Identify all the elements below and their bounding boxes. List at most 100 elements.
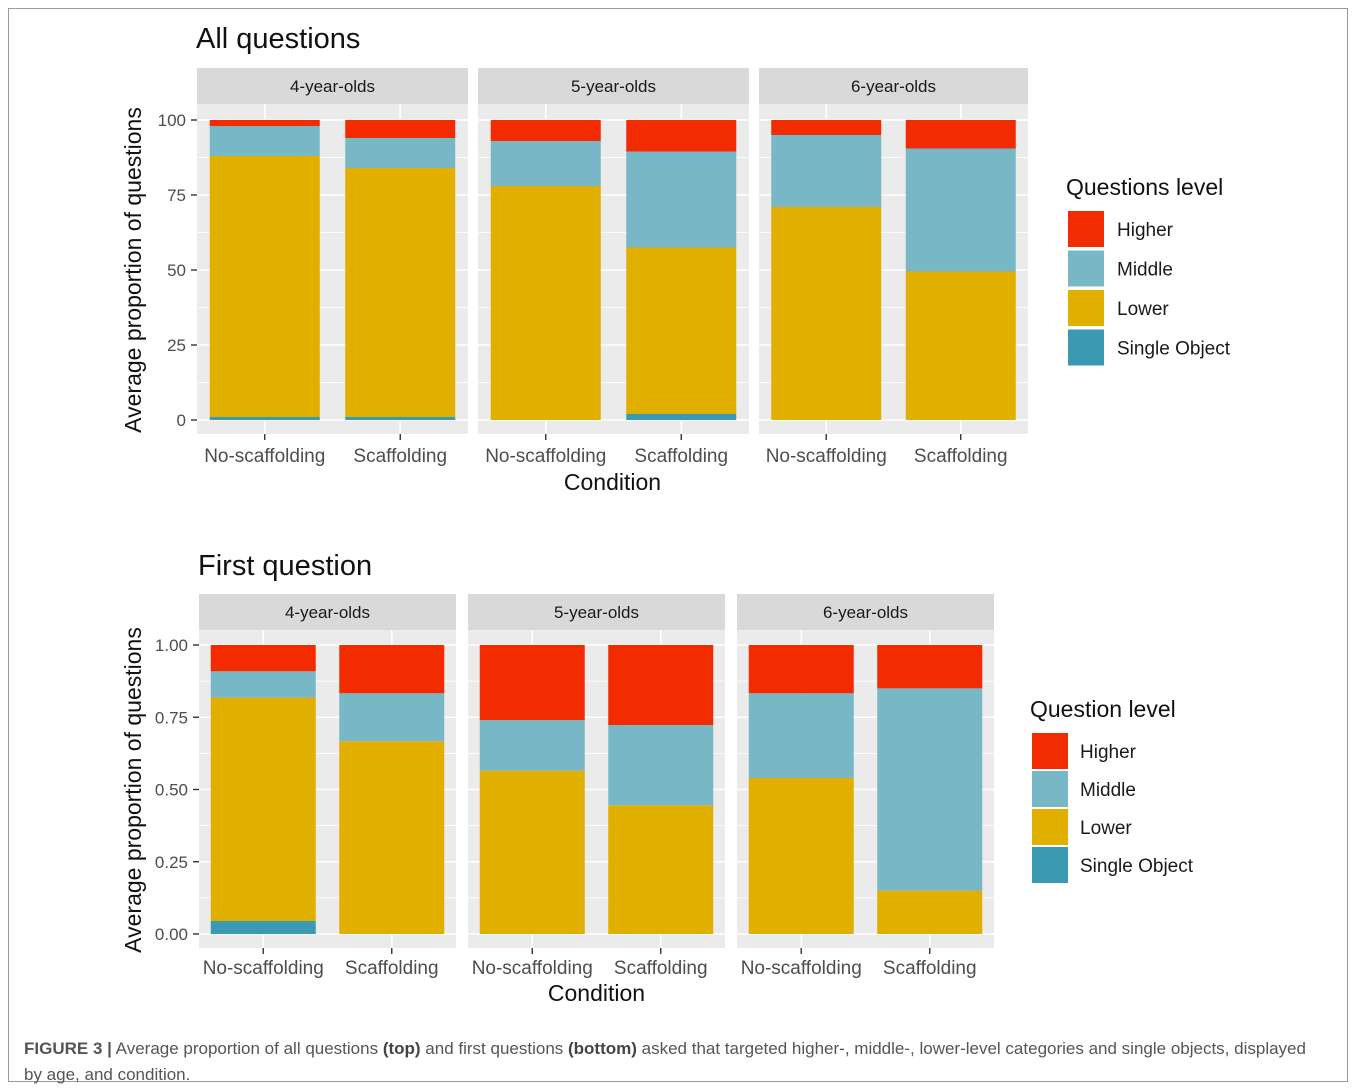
bar-segment-higher	[905, 120, 1016, 149]
legend-title: Question level	[1030, 696, 1176, 722]
bar-segment-single-object	[209, 417, 320, 420]
legend-key-lower	[1032, 809, 1068, 845]
chart-title: First question	[198, 550, 372, 582]
facet-label: 5-year-olds	[571, 77, 656, 96]
bar-segment-higher	[479, 645, 585, 721]
x-tick-label: No-scaffolding	[485, 446, 606, 467]
legend-key-higher	[1032, 733, 1068, 769]
y-tick-label: 25	[167, 336, 186, 355]
facet-strip	[199, 594, 456, 630]
bar-segment-middle	[748, 693, 854, 778]
chart-title: All questions	[196, 23, 360, 55]
y-axis-title: Average proportion of questions	[120, 627, 146, 953]
x-tick-label: No-scaffolding	[204, 446, 325, 467]
caption-bold-bottom: (bottom)	[568, 1039, 637, 1058]
legend-label-higher: Higher	[1117, 220, 1174, 241]
x-tick-label: Scaffolding	[883, 958, 977, 979]
x-tick-label: Scaffolding	[353, 446, 447, 467]
facet-5-year-olds: 5-year-olds No-scaffolding Scaffolding	[468, 594, 725, 979]
caption-text-3: asked that targeted higher-, middle-, lo…	[24, 1039, 1306, 1084]
x-tick-label: Scaffolding	[614, 958, 708, 979]
legend-label-lower: Lower	[1117, 299, 1169, 320]
bar-segment-higher	[339, 645, 445, 694]
x-tick-label: No-scaffolding	[766, 446, 887, 467]
caption-bold-top: (top)	[382, 1039, 421, 1058]
bar-segment-higher	[345, 120, 456, 138]
legend-key-higher	[1068, 211, 1104, 247]
bar-segment-higher	[877, 645, 983, 689]
bar-segment-middle	[771, 135, 882, 207]
bar-segment-lower	[490, 186, 601, 420]
bar-segment-lower	[626, 247, 737, 414]
legend: Questions level Higher Middle Lower Single O…	[1066, 174, 1231, 366]
chart-1: All questions 4-year-olds No-scaffolding Sc…	[120, 23, 1231, 495]
y-tick-label: 0	[177, 411, 186, 430]
bar-segment-higher	[490, 120, 601, 141]
facet-4-year-olds: 4-year-olds No-scaffolding Scaffolding	[197, 68, 468, 467]
facet-4-year-olds: 4-year-olds No-scaffolding Scaffolding	[199, 594, 456, 979]
figure-caption: FIGURE 3 | Average proportion of all que…	[24, 1036, 1324, 1088]
bar-segment-lower	[345, 168, 456, 417]
legend-label-middle: Middle	[1080, 780, 1136, 801]
facet-5-year-olds: 5-year-olds No-scaffolding Scaffolding	[478, 68, 749, 467]
figure-chart: All questions 4-year-olds No-scaffolding Sc…	[120, 23, 1231, 1006]
facet-strip	[468, 594, 725, 630]
x-tick-label: No-scaffolding	[203, 958, 324, 979]
legend-label-single-object: Single Object	[1117, 339, 1231, 360]
y-tick-label: 75	[167, 186, 186, 205]
bar-segment-lower	[748, 777, 854, 934]
figure-frame	[8, 8, 1348, 1082]
facet-6-year-olds: 6-year-olds No-scaffolding Scaffolding	[759, 68, 1028, 467]
bar-segment-higher	[210, 645, 316, 672]
bar-segment-higher	[209, 120, 320, 126]
y-tick-label: 0.50	[155, 781, 188, 800]
bar-segment-lower	[608, 805, 714, 934]
legend: Question level Higher Middle Lower Single Ob…	[1030, 696, 1194, 883]
legend-key-middle	[1032, 771, 1068, 807]
y-tick-label: 0.75	[155, 708, 188, 727]
facet-label: 4-year-olds	[290, 77, 375, 96]
legend-key-single-object	[1068, 329, 1104, 366]
bar-segment-middle	[877, 688, 983, 891]
legend-label-single-object: Single Object	[1080, 856, 1194, 877]
bar-segment-middle	[339, 693, 445, 742]
bar-segment-lower	[210, 697, 316, 921]
bar-segment-lower	[339, 741, 445, 934]
bar-segment-higher	[771, 120, 882, 135]
bar-segment-middle	[905, 148, 1016, 272]
bar-segment-lower	[771, 207, 882, 420]
facet-strip	[197, 68, 468, 104]
y-tick-label: 50	[167, 261, 186, 280]
bar-segment-higher	[626, 120, 737, 152]
bar-segment-middle	[345, 138, 456, 168]
facet-label: 4-year-olds	[285, 603, 370, 622]
y-tick-label: 100	[158, 111, 186, 130]
bar-segment-lower	[877, 890, 983, 934]
x-tick-label: No-scaffolding	[472, 958, 593, 979]
facet-strip	[478, 68, 749, 104]
legend-label-middle: Middle	[1117, 260, 1173, 281]
y-tick-label: 1.00	[155, 636, 188, 655]
facet-6-year-olds: 6-year-olds No-scaffolding Scaffolding	[737, 594, 994, 979]
bar-segment-single-object	[345, 417, 456, 420]
bar-segment-higher	[608, 645, 714, 726]
bar-segment-middle	[490, 141, 601, 186]
bar-segment-middle	[210, 671, 316, 698]
x-tick-label: No-scaffolding	[741, 958, 862, 979]
bar-segment-middle	[626, 151, 737, 248]
caption-label: FIGURE 3 |	[24, 1039, 112, 1058]
bar-segment-middle	[479, 720, 585, 771]
bar-segment-lower	[479, 770, 585, 934]
legend-key-middle	[1068, 250, 1104, 287]
y-axis-title: Average proportion of questions	[120, 107, 146, 433]
x-axis-title: Condition	[564, 469, 661, 495]
x-axis-title: Condition	[548, 980, 645, 1006]
bar-segment-single-object	[210, 920, 316, 934]
facet-label: 6-year-olds	[851, 77, 936, 96]
y-tick-label: 0.00	[155, 925, 188, 944]
legend-key-lower	[1068, 290, 1104, 326]
y-tick-label: 0.25	[155, 853, 188, 872]
bar-segment-lower	[209, 156, 320, 417]
bar-segment-single-object	[626, 414, 737, 420]
facet-label: 5-year-olds	[554, 603, 639, 622]
